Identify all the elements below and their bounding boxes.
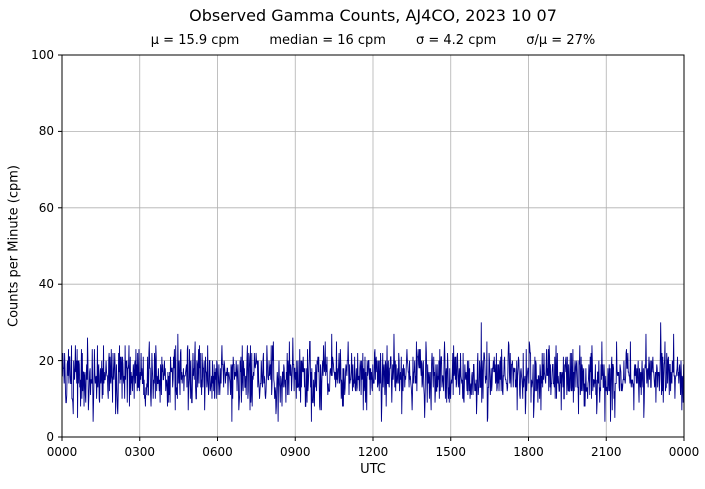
x-tick-label: 0600 bbox=[202, 445, 233, 459]
x-tick-label: 0900 bbox=[279, 445, 311, 459]
chart-subtitle: μ = 15.9 cpm median = 16 cpm σ = 4.2 cpm… bbox=[62, 33, 684, 48]
y-tick-label: 40 bbox=[38, 277, 54, 292]
stat-median: median = 16 cpm bbox=[269, 33, 386, 48]
x-tick-label: 0000 bbox=[668, 445, 700, 459]
y-tick-label: 20 bbox=[38, 353, 54, 368]
x-tick-label: 1500 bbox=[435, 445, 467, 459]
stat-sigma-over-mu: σ/μ = 27% bbox=[526, 33, 596, 48]
stat-mean: μ = 15.9 cpm bbox=[150, 33, 240, 48]
stat-sigma: σ = 4.2 cpm bbox=[415, 33, 497, 48]
x-tick-label: 2100 bbox=[590, 445, 622, 459]
x-tick-label: 0000 bbox=[46, 445, 78, 459]
x-tick-label: 0300 bbox=[124, 445, 156, 459]
y-tick-label: 0 bbox=[46, 430, 54, 444]
y-tick-label: 80 bbox=[38, 124, 54, 139]
x-tick-label: 1200 bbox=[357, 445, 389, 459]
y-tick-label: 100 bbox=[31, 48, 54, 62]
chart-title: Observed Gamma Counts, AJ4CO, 2023 10 07 bbox=[189, 6, 557, 25]
y-tick-label: 60 bbox=[38, 200, 54, 215]
x-axis-label: UTC bbox=[360, 462, 386, 477]
x-tick-label: 1800 bbox=[513, 445, 544, 459]
